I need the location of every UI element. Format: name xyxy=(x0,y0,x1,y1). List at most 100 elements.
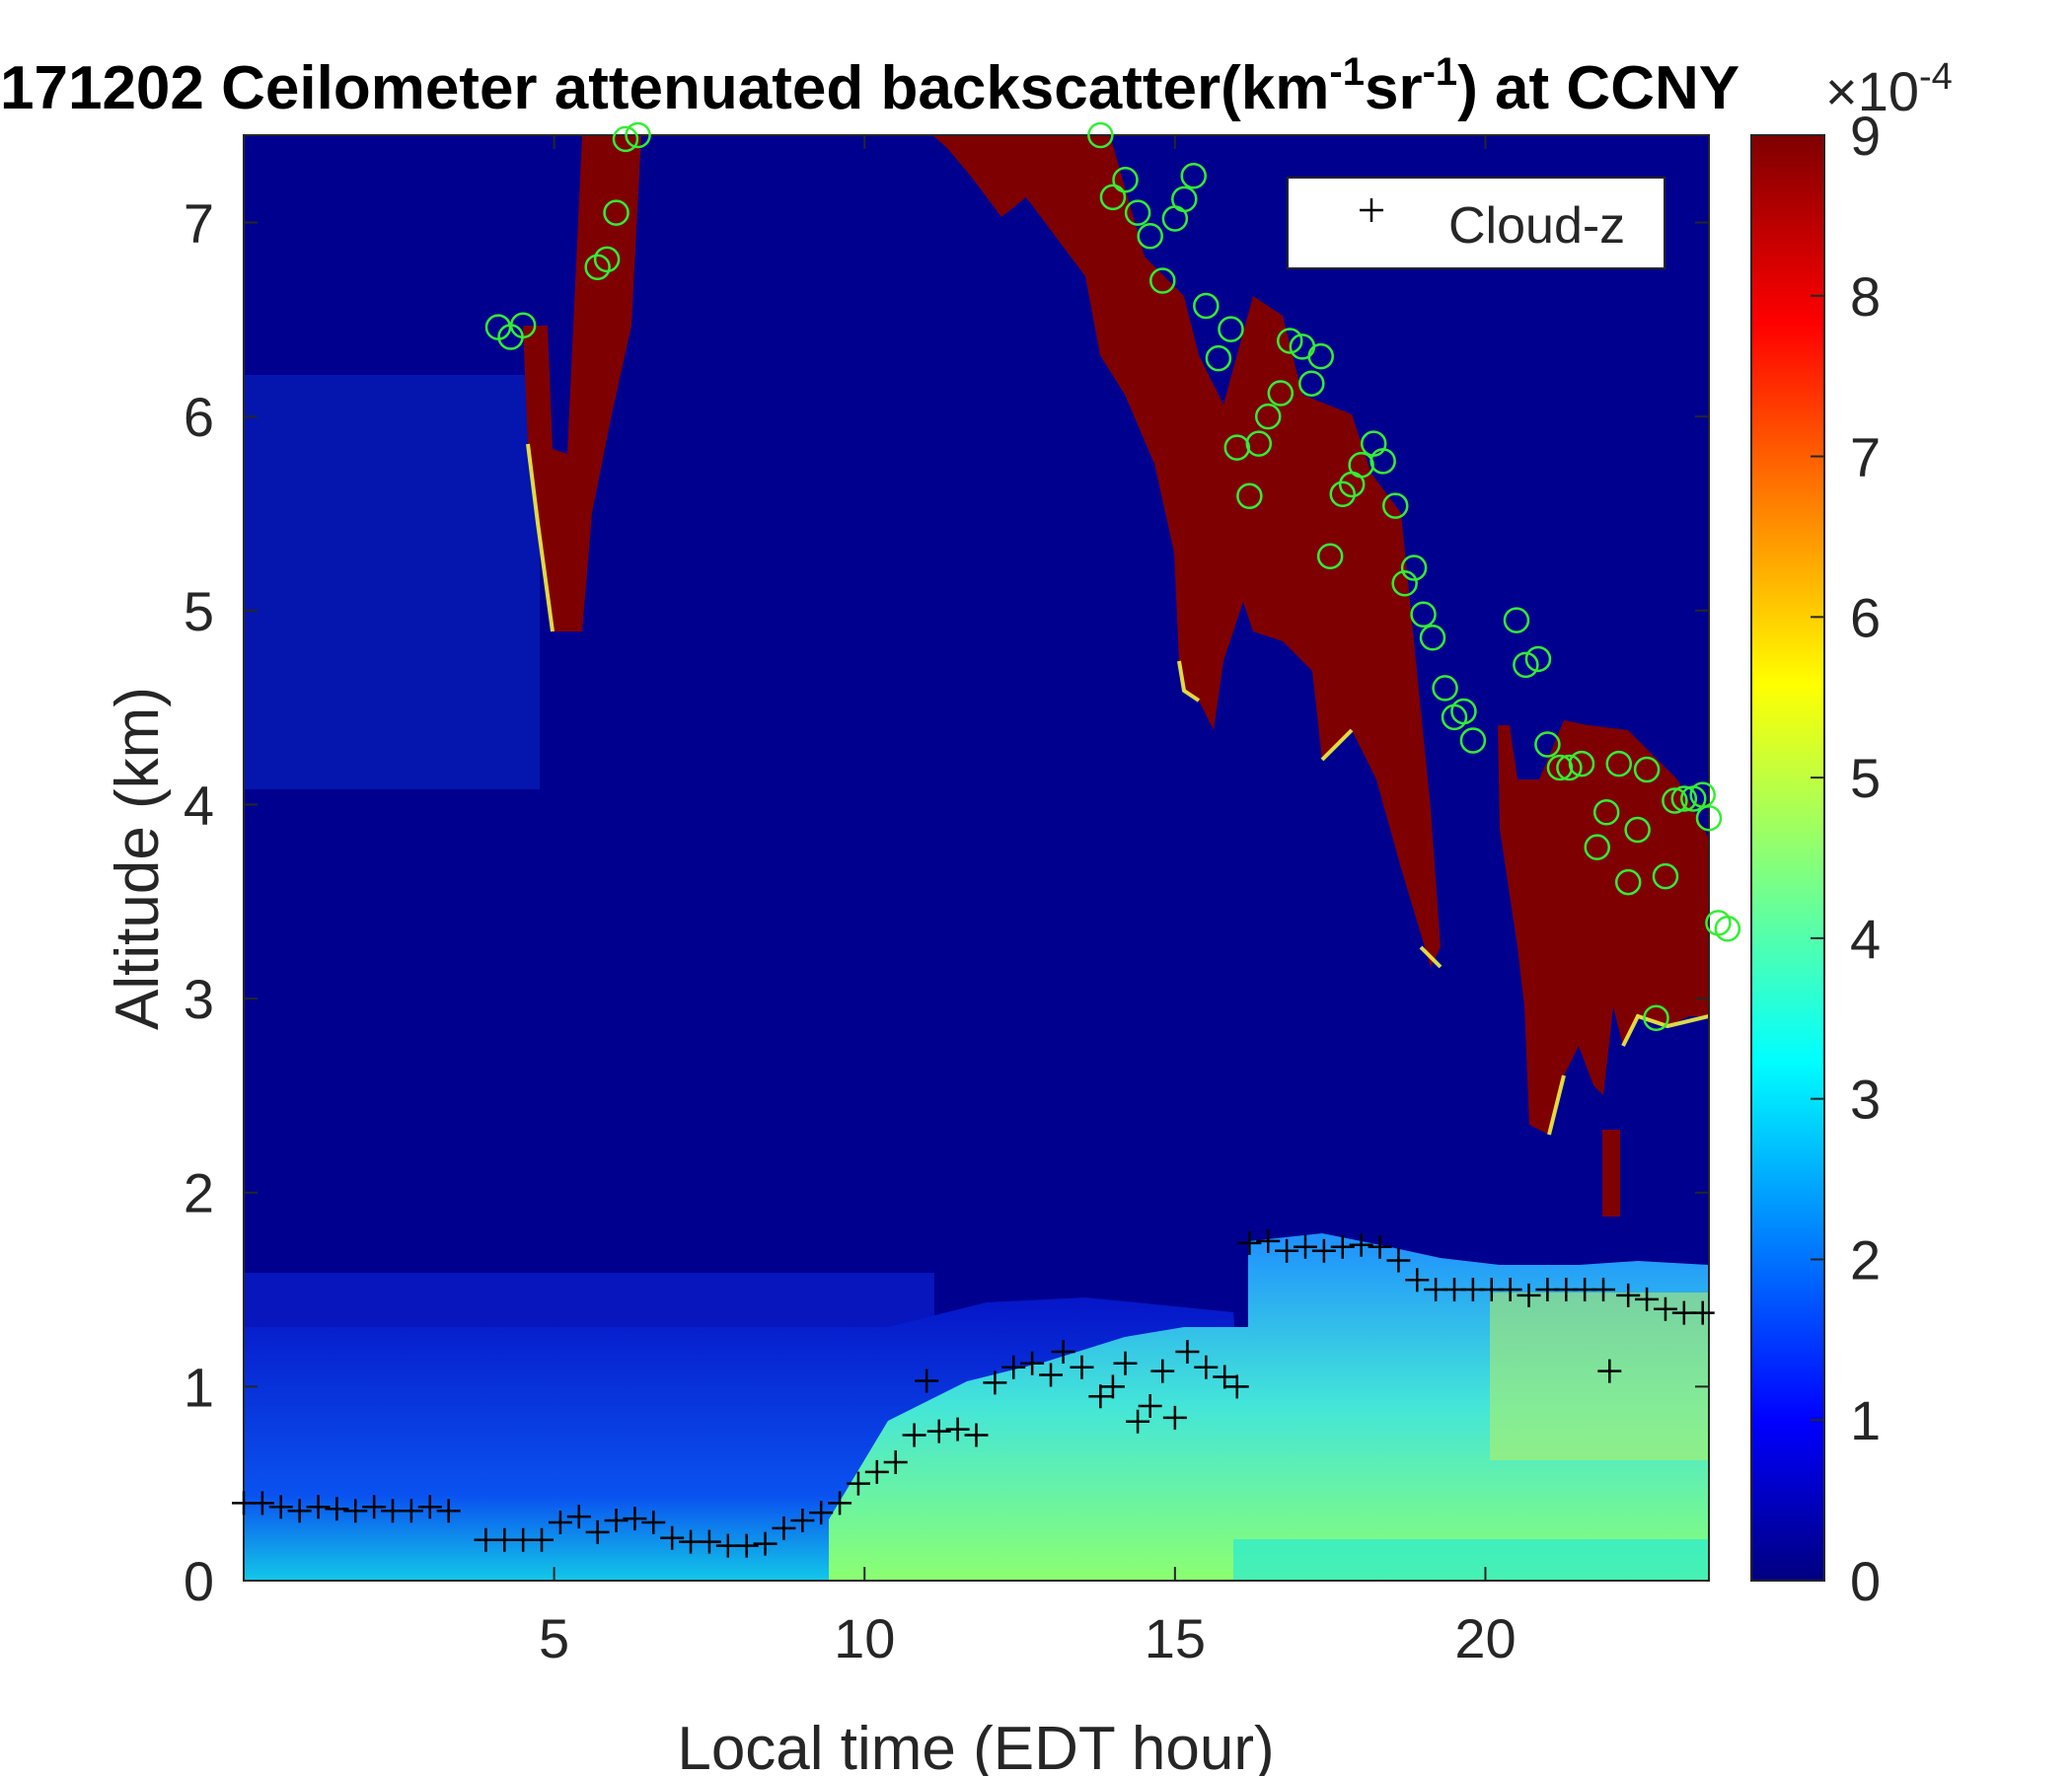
cloud-z-marker xyxy=(362,1495,387,1519)
x-tick-label: 5 xyxy=(539,1607,569,1669)
cloud-top-marker xyxy=(1180,163,1207,189)
boundary-layer-high xyxy=(829,1233,1709,1581)
cloud-top-marker xyxy=(1137,223,1163,250)
cloud-z-marker xyxy=(1126,1409,1150,1434)
y-axis-ticks: 0 1 2 3 4 5 6 7 xyxy=(184,191,1709,1612)
cloud-top-marker xyxy=(603,199,629,226)
cloud-z-marker xyxy=(604,1509,629,1533)
cloud-top-marker xyxy=(1400,555,1428,581)
cloud-z-marker xyxy=(1051,1339,1075,1364)
cloud-z-marker xyxy=(697,1529,721,1554)
cloud-top-marker xyxy=(1307,342,1334,370)
marker-layer xyxy=(232,121,1741,1558)
cloud-z-marker xyxy=(1162,1405,1187,1430)
cloud-z-marker xyxy=(585,1519,610,1544)
cloud-z-marker xyxy=(268,1495,293,1519)
cloud-top-marker xyxy=(1513,651,1539,679)
cloud-top-marker xyxy=(1316,543,1344,569)
cloud-top-marker xyxy=(1450,698,1477,725)
cloud-top-marker xyxy=(1236,482,1263,510)
cloud-z-marker xyxy=(436,1499,461,1523)
heatmap-plot xyxy=(244,135,1709,1581)
x-tick-label: 15 xyxy=(1145,1607,1206,1669)
cloud-z-marker xyxy=(1194,1355,1219,1379)
cloud-top-marker xyxy=(1381,492,1409,519)
cloud-top-marker xyxy=(1633,756,1661,783)
cloud-z-marker xyxy=(1100,1374,1125,1399)
cloud-z-marker xyxy=(1616,1283,1641,1307)
cloud-z-marker xyxy=(325,1497,349,1521)
cloud-region-late xyxy=(1498,720,1709,1135)
cloud-z-marker xyxy=(343,1499,368,1523)
cloud-top-marker xyxy=(1584,834,1610,860)
cloud-top-marker xyxy=(1714,916,1741,942)
cloud-top-marker xyxy=(1205,344,1232,372)
cloud-top-marker xyxy=(612,125,639,153)
cloud-top-marker xyxy=(1614,868,1642,896)
y-axis-label: Altitude (km) xyxy=(104,687,172,1030)
cloud-top-marker xyxy=(1329,481,1356,508)
cloud-z-marker xyxy=(1039,1363,1064,1387)
cloud-top-marker xyxy=(1348,452,1374,479)
cloud-z-marker xyxy=(1635,1287,1660,1311)
colorbar-exponent: ×10-4 xyxy=(1825,56,1953,122)
cloud-top-marker xyxy=(1267,380,1295,407)
cloud-z-marker xyxy=(399,1499,423,1523)
cloud-z-marker xyxy=(1517,1283,1541,1307)
cloud-top-marker xyxy=(1662,787,1688,814)
colorbar-tick-label: 3 xyxy=(1850,1069,1881,1131)
cloud-top-marker xyxy=(1254,403,1282,430)
cloud-top-marker xyxy=(1432,675,1458,702)
y-tick-label: 6 xyxy=(184,386,214,448)
legend-marker-plus xyxy=(1360,198,1383,222)
cloud-z-marker xyxy=(1020,1351,1045,1375)
cloud-top-marker xyxy=(1124,199,1151,226)
x-tick-label: 10 xyxy=(834,1607,895,1669)
y-tick-label: 1 xyxy=(184,1356,214,1418)
cloud-z-marker xyxy=(660,1525,685,1550)
cloud-top-marker xyxy=(1171,185,1198,213)
cloud-top-marker xyxy=(1277,328,1303,354)
cloud-z-marker xyxy=(287,1499,312,1523)
cloud-z-marker xyxy=(1001,1355,1026,1379)
colorbar-tick-label: 5 xyxy=(1850,747,1881,809)
cloud-z-marker xyxy=(1690,1300,1715,1325)
cloud-z-marker xyxy=(926,1419,951,1443)
cloud-z-marker xyxy=(945,1417,970,1442)
colorbar-tick-label: 6 xyxy=(1850,586,1881,648)
cloud-top-marker xyxy=(1503,607,1530,633)
cloud-top-marker xyxy=(1534,731,1561,758)
cloud-z-marker xyxy=(548,1511,572,1535)
cloud-z-marker xyxy=(250,1491,274,1516)
cloud-z-marker xyxy=(1070,1355,1094,1379)
cloud-z-marker xyxy=(1597,1359,1622,1383)
x-axis-label: Local time (EDT hour) xyxy=(677,1715,1274,1776)
cloud-z-marker xyxy=(772,1516,796,1540)
cloud-top-marker xyxy=(1099,184,1127,211)
cloud-z-marker xyxy=(623,1507,647,1531)
cloud-z-marker xyxy=(1088,1384,1113,1409)
cloud-region-main xyxy=(932,135,1441,967)
cloud-top-marker xyxy=(1568,750,1595,777)
cloud-top-marker xyxy=(1223,434,1251,461)
cloud-z-marker xyxy=(306,1495,331,1519)
cloud-z-marker xyxy=(1591,1278,1616,1302)
cloud-top-marker xyxy=(1556,754,1583,781)
colorbar-tick-label: 4 xyxy=(1850,908,1881,970)
y-tick-label: 2 xyxy=(184,1162,214,1224)
chart-title: 171202 Ceilometer attenuated backscatter… xyxy=(0,50,1739,122)
cloud-z-marker xyxy=(1150,1359,1175,1383)
cloud-top-marker xyxy=(584,254,611,280)
cloud-z-marker xyxy=(790,1509,815,1533)
colorbar-tick-label: 0 xyxy=(1850,1550,1881,1612)
cloud-z-marker xyxy=(846,1471,870,1496)
cloud-z-marker xyxy=(1224,1374,1249,1399)
cloud-top-marker xyxy=(1149,267,1176,294)
cloud-top-marker xyxy=(1624,816,1651,844)
cloud-z-marker xyxy=(1405,1268,1430,1293)
cloud-top-marker xyxy=(1546,754,1574,781)
colorbar xyxy=(1750,134,1825,1582)
cloud-top-marker xyxy=(1193,292,1220,320)
y-tick-label: 3 xyxy=(184,968,214,1030)
